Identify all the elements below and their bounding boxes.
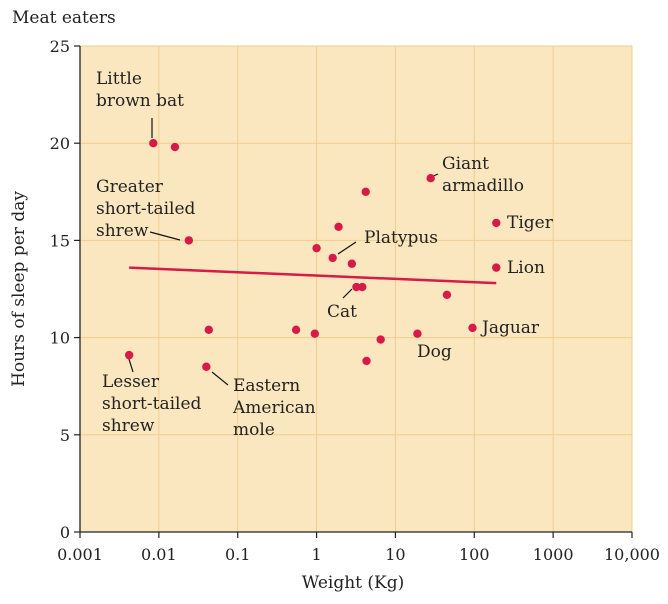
annotation-line: armadillo bbox=[442, 176, 524, 196]
annotation-label: Cat bbox=[327, 302, 357, 322]
y-axis-label: Hours of sleep per day bbox=[9, 191, 29, 387]
annotation-label: Dog bbox=[417, 342, 452, 362]
annotation-label: Greater short-tailed shrew bbox=[96, 177, 196, 241]
data-point bbox=[328, 253, 337, 263]
data-point bbox=[170, 142, 180, 152]
annotation-label: Giant armadillo bbox=[442, 154, 524, 196]
tick-labels: 0.001 0.01 0.1 1 10 100 1000 10,000 0 5 10 15 20 25 bbox=[50, 37, 660, 564]
annotation-label: Eastern American mole bbox=[232, 376, 316, 440]
annotation-line: shrew bbox=[96, 221, 149, 241]
data-point bbox=[492, 218, 501, 228]
x-tick-label: 100 bbox=[459, 545, 490, 564]
data-point bbox=[202, 362, 211, 371]
x-tick-label: 10 bbox=[385, 545, 405, 564]
x-tick-label: 10,000 bbox=[604, 545, 660, 564]
data-point bbox=[310, 329, 320, 338]
trend-line-group bbox=[129, 266, 497, 285]
annotation-label: Lion bbox=[507, 258, 545, 278]
data-points bbox=[124, 139, 501, 371]
annotation-leader bbox=[342, 288, 353, 299]
annotation-line: Lesser bbox=[102, 372, 160, 392]
data-point bbox=[492, 263, 501, 272]
annotation-line: short-tailed bbox=[102, 394, 202, 414]
axes bbox=[74, 45, 633, 538]
annotation-line: Dog bbox=[417, 342, 452, 362]
annotation-label: Tiger bbox=[507, 213, 554, 233]
data-point bbox=[184, 236, 194, 245]
data-point bbox=[442, 290, 452, 300]
y-tick-label: 5 bbox=[60, 426, 70, 445]
annotation-leader bbox=[211, 371, 229, 386]
data-point bbox=[334, 222, 343, 231]
x-tick-label: 0.1 bbox=[225, 545, 250, 564]
annotation-line: Greater bbox=[96, 177, 164, 197]
chart-title: Meat eaters bbox=[12, 8, 116, 28]
y-tick-label: 10 bbox=[50, 329, 70, 348]
x-tick-label: 0.001 bbox=[57, 545, 103, 564]
x-tick-label: 1000 bbox=[533, 545, 574, 564]
annotation-label: Jaguar bbox=[480, 318, 540, 338]
annotation-line: brown bat bbox=[96, 91, 184, 111]
annotation-line: Little bbox=[96, 69, 142, 89]
data-point bbox=[347, 259, 357, 268]
annotation-line: short-tailed bbox=[96, 199, 196, 219]
data-point bbox=[376, 335, 385, 344]
annotation-line: Tiger bbox=[507, 213, 554, 233]
annotation-line: Giant bbox=[442, 154, 489, 174]
annotation-line: Jaguar bbox=[480, 318, 540, 338]
annotation-leader bbox=[149, 231, 181, 241]
data-point bbox=[291, 325, 301, 335]
data-point bbox=[361, 187, 370, 196]
data-point bbox=[149, 139, 158, 148]
annotation-line: Eastern bbox=[233, 376, 300, 396]
annotation-line: American bbox=[232, 398, 316, 418]
y-tick-label: 20 bbox=[50, 134, 70, 153]
y-tick-label: 25 bbox=[50, 37, 70, 56]
y-tick-label: 15 bbox=[50, 231, 70, 250]
annotation-line: Lion bbox=[507, 258, 545, 278]
annotation-line: Platypus bbox=[364, 228, 438, 248]
data-point bbox=[124, 350, 134, 360]
data-point bbox=[426, 173, 435, 183]
data-point bbox=[352, 282, 361, 292]
annotation-label: Platypus bbox=[364, 228, 438, 248]
x-tick-label: 1 bbox=[311, 545, 321, 564]
annotation-line: Cat bbox=[327, 302, 357, 322]
data-point bbox=[358, 282, 367, 292]
data-point bbox=[362, 356, 371, 366]
annotation-line: mole bbox=[233, 420, 275, 440]
annotation-label: Little brown bat bbox=[96, 69, 184, 111]
x-tick-label: 0.01 bbox=[141, 545, 177, 564]
y-tick-label: 0 bbox=[60, 523, 70, 542]
data-point bbox=[312, 243, 321, 253]
annotation-leader bbox=[337, 241, 357, 255]
annotation-label: Lesser short-tailed shrew bbox=[102, 372, 202, 436]
data-point bbox=[468, 323, 477, 333]
data-point bbox=[204, 325, 214, 335]
trend-line bbox=[129, 266, 497, 285]
data-point bbox=[413, 329, 422, 338]
annotation-line: shrew bbox=[102, 416, 155, 436]
x-axis-label: Weight (Kg) bbox=[302, 573, 405, 593]
